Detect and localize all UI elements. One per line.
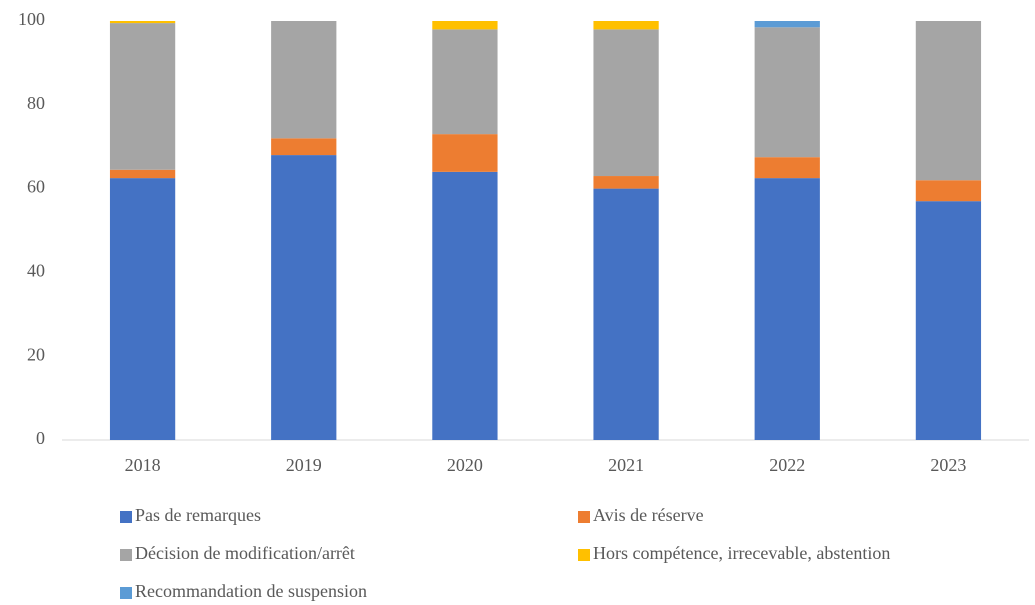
y-tick-label: 20: [27, 344, 45, 364]
bar-segment: [109, 21, 176, 24]
y-tick-label: 0: [36, 428, 45, 448]
bar-segment: [754, 21, 820, 28]
legend-label: Avis de réserve: [593, 505, 704, 525]
bar-segment: [593, 176, 659, 189]
bar-segment: [593, 21, 659, 30]
bar-segment: [432, 134, 498, 172]
legend-label: Pas de remarques: [135, 505, 261, 525]
x-tick-label: 2022: [769, 455, 805, 475]
bar-segment: [432, 21, 498, 30]
legend-label: Hors compétence, irrecevable, abstention: [593, 543, 890, 563]
y-tick-label: 40: [27, 261, 45, 281]
bar-segment: [915, 180, 982, 202]
legend-swatch: [120, 587, 132, 599]
bar-segment: [432, 171, 498, 440]
bar-segment: [271, 155, 337, 440]
legend-swatch: [578, 549, 590, 561]
x-tick-label: 2019: [286, 455, 322, 475]
bar-segment: [109, 169, 176, 179]
bar-segment: [593, 29, 659, 177]
bar-segment: [593, 188, 659, 440]
bar-segment: [754, 27, 820, 158]
bar-segment: [109, 178, 176, 440]
bar-segment: [754, 157, 820, 179]
bar-segment: [754, 178, 820, 440]
y-tick-label: 80: [27, 93, 45, 113]
legend-swatch: [120, 549, 132, 561]
x-tick-label: 2021: [608, 455, 644, 475]
bar-segment: [109, 23, 176, 170]
bar-segment: [271, 21, 337, 139]
x-tick-label: 2023: [930, 455, 966, 475]
bar-segment: [915, 21, 982, 181]
bar-segment: [915, 201, 982, 440]
x-tick-label: 2020: [447, 455, 483, 475]
legend-swatch: [120, 511, 132, 523]
y-tick-label: 100: [18, 9, 45, 29]
bar-segment: [432, 29, 498, 135]
bar-segment: [271, 138, 337, 156]
y-tick-label: 60: [27, 177, 45, 197]
legend-label: Décision de modification/arrêt: [135, 543, 355, 563]
legend-label: Recommandation de suspension: [135, 581, 367, 601]
x-tick-label: 2018: [125, 455, 161, 475]
legend-swatch: [578, 511, 590, 523]
